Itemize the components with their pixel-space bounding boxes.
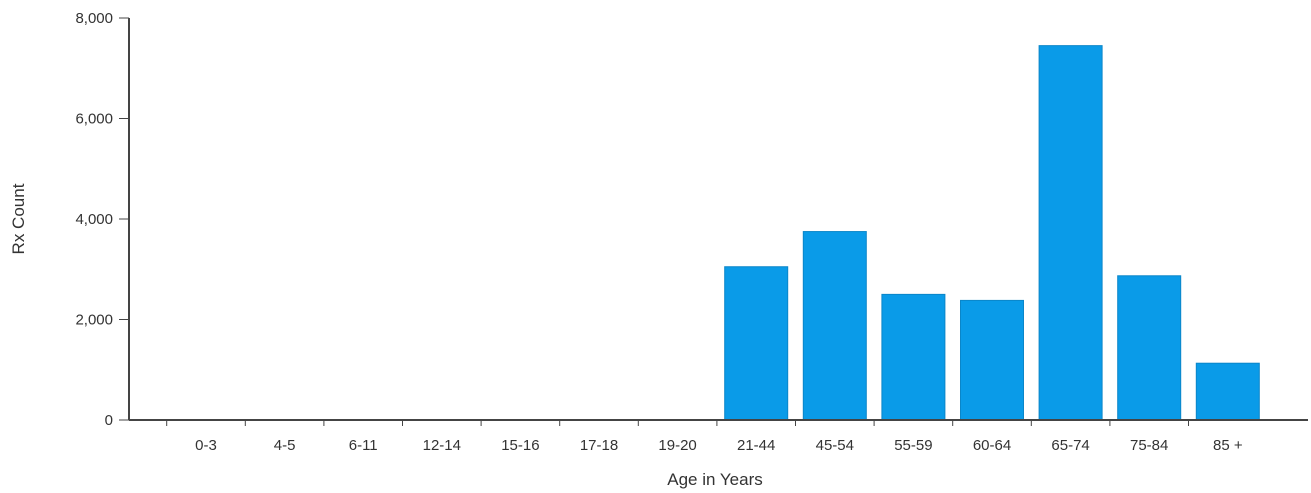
x-tick-label: 0-3 xyxy=(195,437,217,454)
y-tick-label: 0 xyxy=(105,412,113,429)
bar-55-59 xyxy=(881,293,946,421)
x-axis-title: Age in Years xyxy=(667,470,762,489)
y-tick-label: 2,000 xyxy=(75,312,113,329)
y-tick-label: 6,000 xyxy=(75,111,113,128)
y-tick-label: 8,000 xyxy=(75,10,113,27)
bars-layer xyxy=(724,45,1260,421)
bar-65-74 xyxy=(1038,45,1103,421)
x-tick-label: 19-20 xyxy=(658,437,696,454)
x-tick-label: 4-5 xyxy=(274,437,296,454)
x-tick-label: 60-64 xyxy=(973,437,1011,454)
bar-60-64 xyxy=(960,299,1024,421)
x-tick-label: 15-16 xyxy=(501,437,539,454)
bar-45-54 xyxy=(802,231,867,421)
ticks-layer: 0 2,000 4,000 6,000 8,000 0-3 4-5 6-11 12-14 15-1… xyxy=(75,10,1242,454)
x-tick-label: 55-59 xyxy=(894,437,932,454)
y-axis-title: Rx Count xyxy=(9,183,28,254)
x-tick-label: 21-44 xyxy=(737,437,775,454)
x-tick-label: 65-74 xyxy=(1051,437,1089,454)
bar-85plus xyxy=(1195,362,1260,421)
x-tick-label: 17-18 xyxy=(580,437,618,454)
x-tick-label: 85 + xyxy=(1213,437,1243,454)
x-tick-label: 75-84 xyxy=(1130,437,1168,454)
y-tick-label: 4,000 xyxy=(75,211,113,228)
x-tick-label: 6-11 xyxy=(349,437,378,454)
bar-75-84 xyxy=(1117,275,1182,421)
x-tick-label: 12-14 xyxy=(423,437,461,454)
x-tick-label: 45-54 xyxy=(816,437,854,454)
bar-21-44 xyxy=(724,266,789,421)
